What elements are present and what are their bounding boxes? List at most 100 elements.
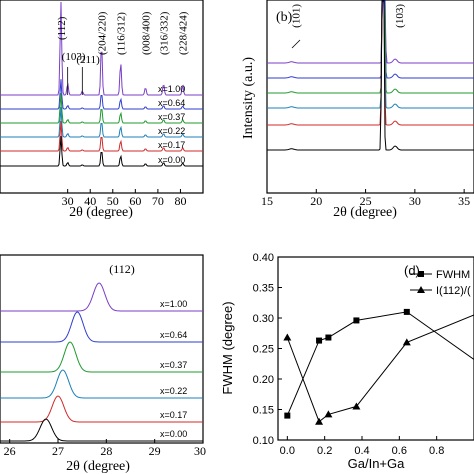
- panel-b-series-line: [267, 0, 474, 94]
- panel-c-series-line: [0, 282, 203, 312]
- panel-c-xtick-label: 30: [194, 444, 206, 458]
- panel-d-legend-label: I(112)/(: [436, 285, 471, 297]
- panel-a-peak-label: (316/332): [159, 11, 171, 55]
- panel-a-series-line: [0, 1, 203, 96]
- panel-a-series-label: x=0.64: [158, 98, 185, 108]
- panel-a-peak-label: (112): [56, 16, 68, 40]
- panel-d-ytick-label: 0.10: [253, 435, 274, 447]
- panel-a-series-line: [0, 79, 203, 110]
- panel-c-frame: [0, 254, 204, 444]
- panel-c-series-label: x=0.37: [160, 360, 187, 370]
- panel-a-xtick-label: 60: [129, 194, 141, 208]
- panel-b-series-line: [267, 0, 474, 126]
- panel-c-series-line: [0, 341, 203, 373]
- panel-d-xtick-label: 0.4: [354, 445, 369, 457]
- panel-d-series-line: [286, 314, 474, 423]
- panel-d-legend-triangle: [417, 286, 425, 293]
- panel-a-frame: [0, 0, 204, 194]
- panel-a-series-label: x=1.00: [158, 84, 185, 94]
- panel-d-legend-square: [418, 271, 424, 277]
- panel-b-xtick-label: 15: [261, 194, 273, 208]
- panel-d-point-triangle: [315, 417, 324, 425]
- panel-c-series-label: x=0.17: [160, 410, 187, 420]
- panel-d-ytick-label: 0.30: [253, 313, 274, 325]
- panel-b-series-line: [267, 0, 474, 79]
- panel-c-series-line: [0, 311, 203, 343]
- panel-b-peak-arrow: [291, 39, 301, 49]
- panel-b-xlabel: 2θ (degree): [333, 205, 397, 220]
- panel-a-series-label: x=0.00: [158, 155, 185, 165]
- panel-d-legend-label: FWHM: [436, 269, 470, 281]
- panel-a-series-label: x=0.37: [158, 112, 185, 122]
- panel-a-xlabel: 2θ (degree): [69, 205, 133, 220]
- panel-d-series-line: [286, 311, 474, 416]
- panel-d-ytick-label: 0.15: [253, 405, 274, 417]
- panel-a-xtick-label: 70: [152, 194, 164, 208]
- panel-b-xtick-label: 30: [409, 194, 421, 208]
- panel-b-xtick-label: 35: [458, 194, 470, 208]
- panel-c-xtick-label: 28: [100, 444, 112, 458]
- panel-c-peak-label: (112): [109, 262, 135, 276]
- panel-b-series-line: [267, 0, 474, 64]
- panel-c-xtick-label: 27: [52, 444, 64, 458]
- panel-d-ytick-label: 0.40: [253, 252, 274, 264]
- panel-a-peak-label: (228/424): [178, 11, 190, 55]
- panel-b-series-line: [267, 0, 474, 151]
- panel-a-series-label: x=0.22: [158, 126, 185, 136]
- panel-d-ytick-label: 0.20: [253, 374, 274, 386]
- panel-d-point-square: [325, 334, 332, 341]
- panel-a-series-line: [0, 121, 203, 152]
- panel-d-xtick-label: 0.0: [280, 445, 295, 457]
- panel-b-ylabel: Intensity (a.u.): [241, 57, 256, 139]
- panel-d-point-square: [316, 337, 323, 344]
- panel-a-peak-label: (211): [76, 54, 100, 66]
- panel-d-point-square: [284, 412, 291, 419]
- panel-c-series-label: x=0.22: [160, 386, 187, 396]
- panel-d-ytick-label: 0.25: [253, 344, 274, 356]
- panel-a-series-line: [0, 136, 203, 167]
- panel-d-xtick-label: 0.8: [429, 445, 444, 457]
- panel-d-ytick-label: 0.35: [253, 283, 274, 295]
- panel-a-peak-label: (116/312): [116, 12, 128, 55]
- panel-d-ylabel: FWHM (degree): [220, 301, 235, 394]
- panel-d-point-triangle: [324, 410, 333, 418]
- panel-a-xtick-label: 80: [174, 194, 186, 208]
- panel-c-series-line: [0, 418, 203, 442]
- panel-a: (112) (103)(211)(204/220) (116/312) (008/40…: [0, 0, 204, 220]
- panel-a-peak-label: (103): [62, 51, 86, 63]
- panel-a-series-line: [0, 107, 203, 138]
- panel-d-tag: (d): [404, 263, 420, 278]
- panel-c-series-line: [0, 395, 203, 423]
- panel-a-series-label: x=0.17: [158, 140, 185, 150]
- panel-d-point-square: [353, 317, 360, 324]
- panel-c-xlabel: 2θ (degree): [66, 459, 130, 474]
- panel-c-xtick-label: 26: [4, 444, 16, 458]
- panel-b-frame: [266, 0, 474, 194]
- panel-c-series-label: x=0.64: [160, 330, 187, 340]
- panel-d: 0.10 0.15 0.20 0.25 0.30 0.35 0.40 0.0 0.2 0.4 0.6…: [220, 252, 474, 471]
- panel-a-peak-label: (204/220): [97, 11, 109, 55]
- panel-a-xtick-label: 40: [84, 194, 96, 208]
- panel-b-tag: (b): [276, 10, 293, 25]
- panel-d-point-square: [403, 308, 410, 315]
- panel-a-peak-label: (008/400): [140, 11, 152, 55]
- panel-a-series-line: [0, 93, 203, 124]
- panel-d-point-triangle: [402, 338, 411, 346]
- panel-b: (101) (103) 15 20 25 30 35 (b) Intensity (a.u…: [241, 0, 474, 220]
- panel-b-peak-label: (103): [394, 4, 406, 28]
- panel-c-series-label: x=1.00: [160, 299, 187, 309]
- panel-a-xtick-label: 30: [62, 194, 74, 208]
- panel-d-point-triangle: [352, 402, 361, 410]
- panel-b-series-line: [267, 0, 474, 109]
- panel-d-xtick-label: 0.2: [317, 445, 332, 457]
- panel-d-point-triangle: [283, 333, 292, 341]
- panel-b-xtick-label: 20: [310, 194, 322, 208]
- panel-c: x=1.00 x=0.64 x=0.37 x=0.22 x=0.17 x=0.00 26 2…: [0, 254, 206, 474]
- panel-d-xlabel: Ga/In+Ga: [348, 456, 405, 471]
- panel-a-xtick-label: 50: [107, 194, 119, 208]
- panel-c-series-line: [0, 369, 203, 399]
- panel-d-xtick-label: 0.6: [392, 445, 407, 457]
- panel-b-peak-label: (101): [291, 4, 303, 28]
- panel-c-xtick-label: 29: [149, 444, 161, 458]
